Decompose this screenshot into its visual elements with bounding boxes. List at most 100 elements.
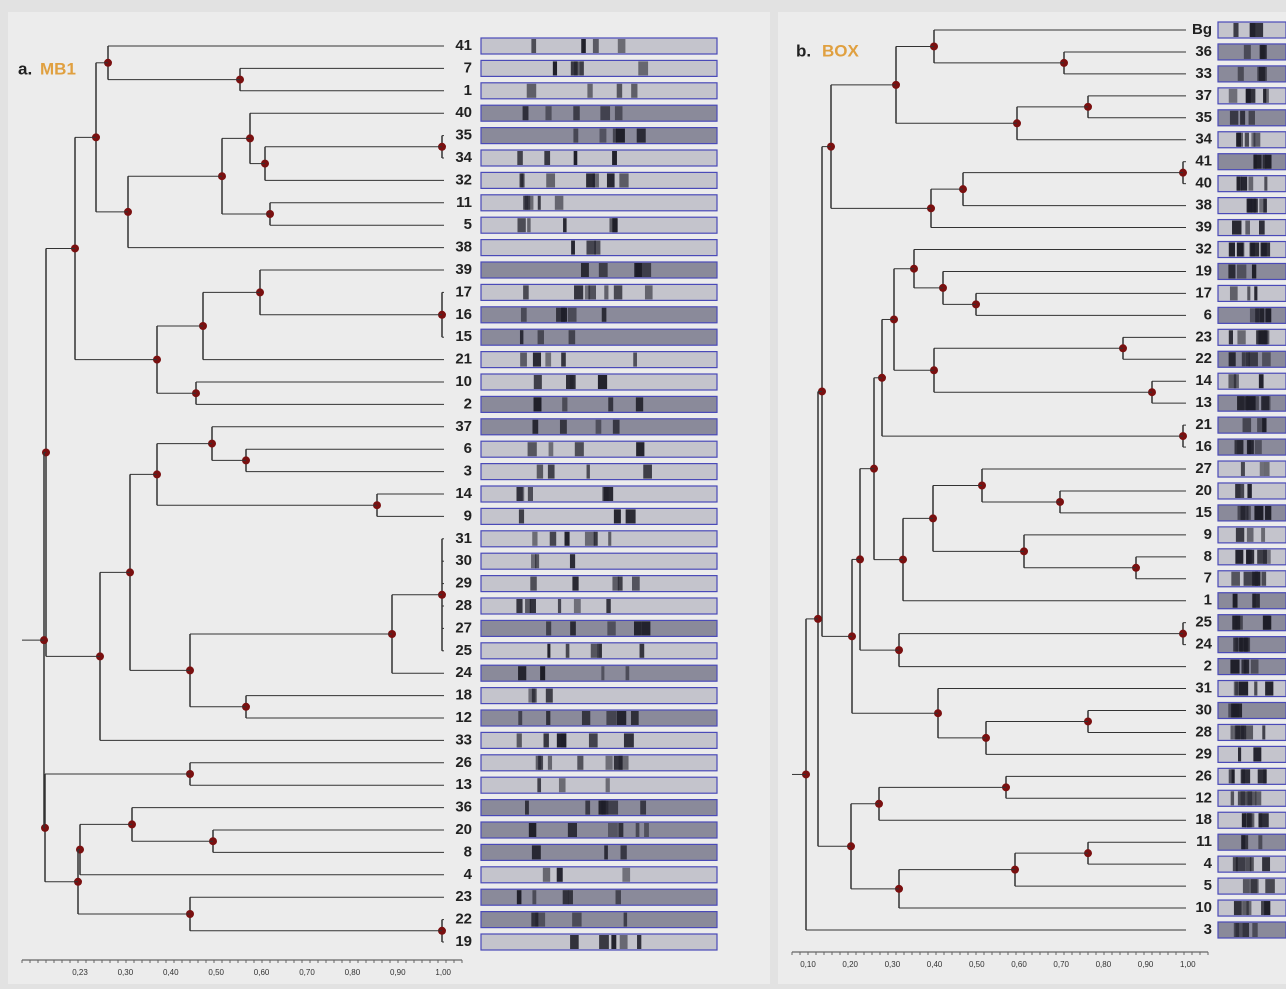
leaf-label: 16 bbox=[1195, 438, 1212, 455]
gel-band bbox=[609, 801, 618, 815]
gel-band bbox=[1230, 660, 1239, 674]
gel-lane bbox=[481, 60, 717, 76]
gel-band bbox=[1263, 616, 1271, 630]
leaf-label: 28 bbox=[1195, 723, 1212, 740]
gel-lane bbox=[481, 620, 717, 636]
gel-lane bbox=[1218, 417, 1286, 433]
gel-band bbox=[519, 509, 524, 523]
gel-band bbox=[532, 890, 536, 904]
gel-band bbox=[558, 599, 561, 613]
gel-lane bbox=[1218, 461, 1286, 477]
gel-band bbox=[1229, 769, 1232, 783]
leaf-label: 18 bbox=[1195, 811, 1212, 828]
gel-band bbox=[1235, 440, 1244, 454]
leaf-label: 40 bbox=[1195, 175, 1212, 192]
gel-band bbox=[626, 666, 630, 680]
leaf-label: 32 bbox=[455, 171, 472, 188]
gel-lane bbox=[481, 329, 717, 345]
gel-band bbox=[599, 263, 608, 277]
gel-band bbox=[618, 39, 626, 53]
gel-band bbox=[561, 308, 567, 322]
gel-band bbox=[587, 465, 590, 479]
gel-band bbox=[1263, 769, 1266, 783]
gel-band bbox=[602, 308, 607, 322]
leaf-label: 38 bbox=[1195, 197, 1212, 214]
gel-band bbox=[1255, 23, 1263, 37]
gel-band bbox=[1256, 330, 1261, 344]
gel-lane bbox=[1218, 900, 1286, 916]
leaf-label: 2 bbox=[1204, 658, 1212, 675]
gel-band bbox=[544, 733, 549, 747]
gel-band bbox=[581, 263, 589, 277]
leaf-label: 35 bbox=[455, 127, 472, 144]
gel-band bbox=[1254, 506, 1262, 520]
gel-lane bbox=[481, 352, 717, 368]
gel-band bbox=[599, 935, 609, 949]
gel-lane bbox=[481, 665, 717, 681]
gel-band bbox=[642, 263, 651, 277]
gel-band bbox=[619, 756, 629, 770]
leaf-label: 27 bbox=[455, 619, 472, 636]
gel-band bbox=[532, 420, 538, 434]
leaf-label: 22 bbox=[455, 911, 472, 928]
gel-band bbox=[517, 890, 522, 904]
gel-band bbox=[1247, 791, 1252, 805]
gel-band bbox=[608, 532, 611, 546]
leaf-label: 11 bbox=[1196, 833, 1212, 850]
gel-band bbox=[570, 621, 576, 635]
leaf-label: 31 bbox=[1195, 680, 1212, 697]
gel-lane bbox=[481, 508, 717, 524]
gel-band bbox=[609, 218, 616, 232]
gel-band bbox=[635, 263, 642, 277]
gel-band bbox=[577, 756, 583, 770]
gel-band bbox=[538, 196, 541, 210]
gel-band bbox=[1254, 682, 1257, 696]
gel-band bbox=[1250, 308, 1259, 322]
gel-band bbox=[1235, 550, 1243, 564]
gel-band bbox=[613, 420, 620, 434]
gel-band bbox=[525, 599, 531, 613]
gel-band bbox=[591, 644, 598, 658]
leaf-label: 30 bbox=[455, 552, 472, 569]
gel-band bbox=[560, 420, 567, 434]
gel-band bbox=[581, 39, 586, 53]
gel-band bbox=[587, 84, 592, 98]
gel-band bbox=[1246, 550, 1254, 564]
gel-band bbox=[612, 151, 617, 165]
gel-band bbox=[546, 689, 553, 703]
gel-band bbox=[1243, 418, 1252, 432]
leaf-label: 17 bbox=[455, 283, 472, 300]
gel-band bbox=[1237, 330, 1245, 344]
gel-band bbox=[574, 151, 578, 165]
gel-band bbox=[1245, 396, 1248, 410]
gel-band bbox=[538, 330, 544, 344]
gel-band bbox=[540, 666, 545, 680]
axis-tick-label: 0,30 bbox=[885, 960, 901, 969]
axis-tick-label: 0,90 bbox=[1138, 960, 1154, 969]
gel-lane bbox=[481, 441, 717, 457]
leaf-label: 27 bbox=[1195, 460, 1212, 477]
gel-band bbox=[1265, 506, 1271, 520]
gel-band bbox=[1242, 352, 1246, 366]
figure: a. MB1 b. BOX 41714035343211538391716152… bbox=[0, 0, 1286, 984]
gel-band bbox=[611, 935, 616, 949]
gel-band bbox=[527, 84, 536, 98]
leaf-label: 22 bbox=[1195, 350, 1212, 367]
gel-band bbox=[1238, 67, 1244, 81]
leaf-label: 40 bbox=[455, 104, 472, 121]
leaf-label: 10 bbox=[1195, 899, 1212, 916]
gel-band bbox=[517, 733, 522, 747]
gel-band bbox=[631, 711, 639, 725]
gel-lane bbox=[481, 38, 717, 54]
gel-band bbox=[624, 733, 634, 747]
gel-band bbox=[568, 308, 577, 322]
leaf-label: 25 bbox=[455, 642, 472, 659]
gel-band bbox=[518, 711, 522, 725]
gel-band bbox=[1250, 857, 1254, 871]
leaf-label: 10 bbox=[455, 373, 472, 390]
gel-band bbox=[1264, 330, 1268, 344]
gel-lane bbox=[1218, 373, 1286, 389]
gel-band bbox=[636, 442, 644, 456]
gel-band bbox=[1241, 462, 1245, 476]
leaf-label: 30 bbox=[1195, 701, 1212, 718]
